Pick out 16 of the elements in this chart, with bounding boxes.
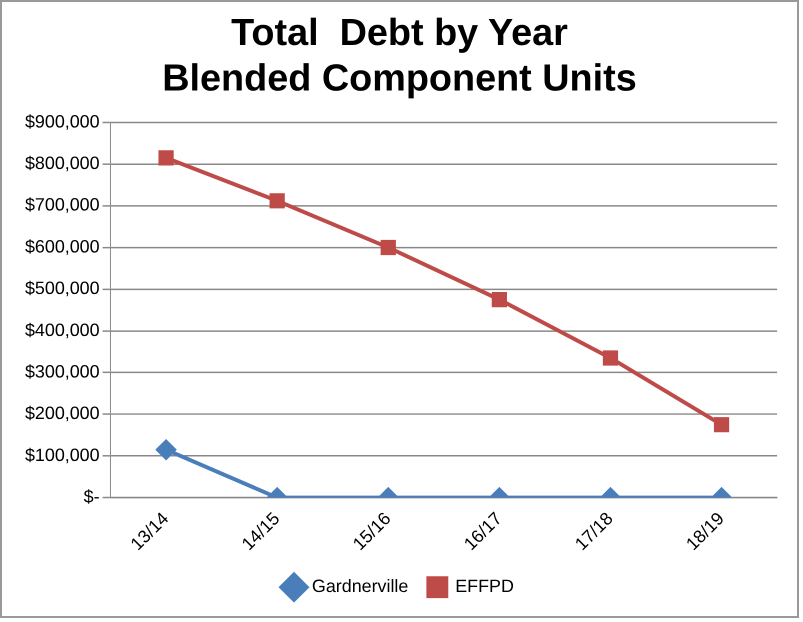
y-tick-label: $400,000 xyxy=(24,320,100,340)
legend-label: EFFPD xyxy=(455,576,514,596)
legend-label: Gardnerville xyxy=(312,576,408,596)
chart-title: Total Debt by Year Blended Component Units xyxy=(162,12,637,100)
y-tick-label: $100,000 xyxy=(24,444,100,465)
y-tick-label: $600,000 xyxy=(24,236,100,256)
y-tick-label: $700,000 xyxy=(24,194,100,215)
point xyxy=(380,240,396,256)
point xyxy=(492,292,507,308)
y-tick-label: $- xyxy=(84,486,100,507)
point xyxy=(270,193,285,208)
y-tick-label: $200,000 xyxy=(24,403,100,424)
y-tick-label: $300,000 xyxy=(24,362,100,382)
y-tick-label: $800,000 xyxy=(24,153,100,174)
y-tick-label: $500,000 xyxy=(24,278,100,298)
y-tick-label: $900,000 xyxy=(24,111,100,132)
